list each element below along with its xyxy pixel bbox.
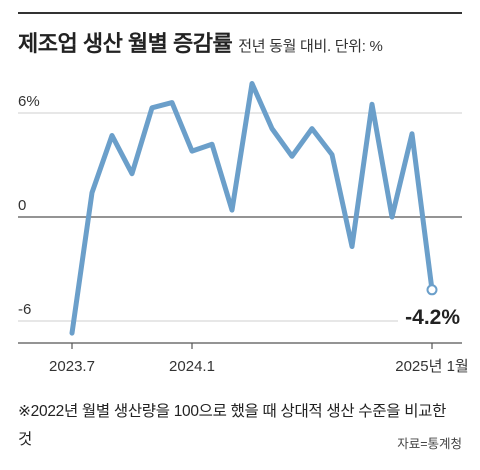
data-point: [426, 284, 438, 296]
line-chart: 6% 0 -6 2023.7 2024.1 2025년 1월 -4.2%: [18, 81, 469, 375]
y-tick-label: -6: [18, 301, 31, 318]
chart-subtitle: 전년 동월 대비. 단위: %: [238, 38, 383, 55]
footnote: ※2022년 월별 생산량을 100으로 했을 때 상대적 생산 수준을 비교한…: [18, 403, 447, 448]
last-value-label: -4.2%: [405, 306, 460, 329]
last-value-label-bg: [398, 301, 462, 330]
chart-header: 제조업 생산 월별 증감률 전년 동월 대비. 단위: %: [18, 26, 383, 58]
y-tick-label: 0: [18, 197, 26, 214]
title-rule: [18, 12, 462, 14]
y-tick-label: 6%: [18, 93, 40, 110]
series-line: [69, 81, 435, 336]
x-tick-label: 2023.7: [49, 358, 95, 375]
chart-title: 제조업 생산 월별 증감률: [18, 31, 233, 56]
x-tick-label: 2024.1: [169, 358, 215, 375]
source-credit: 자료=통계청: [397, 437, 462, 451]
x-tick-label: 2025년 1월: [395, 358, 468, 375]
